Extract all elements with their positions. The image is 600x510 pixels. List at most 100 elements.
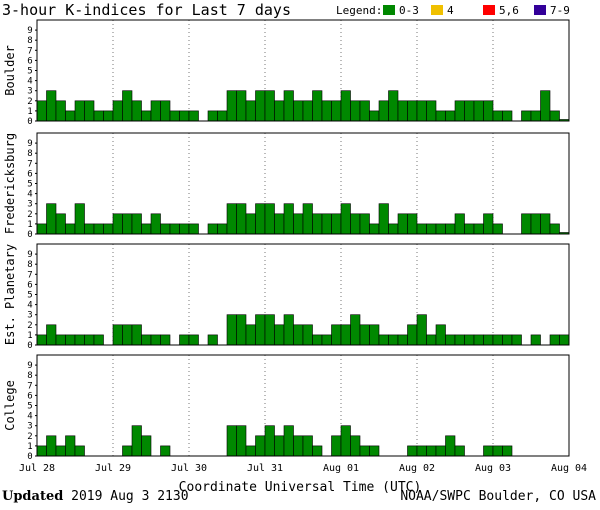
bar [435, 324, 446, 346]
y-tick-label: 9 [27, 26, 32, 36]
y-tick-label: 0 [27, 341, 32, 351]
bar [483, 334, 494, 346]
bar [55, 100, 66, 122]
y-tick-label: 7 [27, 381, 32, 391]
bar [293, 100, 304, 122]
y-tick-label: 5 [27, 180, 32, 190]
bar [65, 334, 76, 346]
bar [264, 203, 275, 235]
bar [150, 100, 161, 122]
bar [416, 223, 427, 235]
bar [407, 213, 418, 235]
bar [293, 435, 304, 457]
bar [141, 334, 152, 346]
y-tick-label: 5 [27, 291, 32, 301]
bar [302, 324, 313, 346]
bar [502, 445, 513, 457]
bar [454, 445, 465, 457]
bar [359, 445, 370, 457]
panel-frame [36, 243, 570, 346]
bar [359, 100, 370, 122]
y-tick-label: 8 [27, 149, 32, 159]
legend: Legend: 0-3 4 5,6 7-9 [336, 4, 570, 17]
bar [93, 223, 104, 235]
panel-frame [36, 132, 570, 235]
bar [264, 90, 275, 122]
bar [407, 445, 418, 457]
bar [426, 445, 437, 457]
bar [492, 223, 503, 235]
y-tick-label: 0 [27, 117, 32, 127]
source-credit: NOAA/SWPC Boulder, CO USA [400, 489, 596, 504]
bar [245, 213, 256, 235]
bar [464, 334, 475, 346]
bar [36, 445, 47, 457]
bar [84, 100, 95, 122]
bar [245, 100, 256, 122]
bar [331, 435, 342, 457]
bar [245, 324, 256, 346]
series-label: Est. Planetary [3, 244, 17, 345]
bar [122, 213, 133, 235]
x-tick-label: Aug 04 [551, 463, 587, 474]
series-label: Boulder [3, 45, 17, 96]
bar [236, 203, 247, 235]
x-tick-label: Aug 02 [399, 463, 435, 474]
bar [369, 110, 380, 122]
bar [274, 100, 285, 122]
bar [131, 324, 142, 346]
chart-title: 3-hour K-indices for Last 7 days [2, 1, 291, 19]
x-tick-label: Aug 03 [475, 463, 511, 474]
bar [540, 90, 551, 122]
bar [445, 435, 456, 457]
legend-item-label: 0-3 [399, 4, 419, 17]
bar [369, 445, 380, 457]
y-tick-label: 3 [27, 200, 32, 210]
bar [416, 314, 427, 346]
bar [388, 223, 399, 235]
bar [388, 90, 399, 122]
bar [188, 223, 199, 235]
bar [283, 425, 294, 457]
bar [74, 203, 85, 235]
bar [264, 314, 275, 346]
y-tick-label: 1 [27, 107, 32, 117]
bar [312, 334, 323, 346]
legend-swatch-2 [431, 5, 443, 15]
bar [122, 324, 133, 346]
x-tick-label: Jul 30 [171, 463, 207, 474]
y-tick-label: 7 [27, 46, 32, 56]
panels: 0123456789Boulder0123456789Fredericksbur… [3, 19, 570, 462]
legend-label: Legend: [336, 4, 382, 17]
bar [369, 324, 380, 346]
bar [274, 324, 285, 346]
y-tick-label: 2 [27, 210, 32, 220]
bar [188, 110, 199, 122]
bar [141, 223, 152, 235]
bar [255, 314, 266, 346]
bar [93, 110, 104, 122]
bar [530, 110, 541, 122]
y-tick-label: 4 [27, 301, 32, 311]
bar [84, 334, 95, 346]
bar [65, 110, 76, 122]
bar [340, 425, 351, 457]
bar [141, 435, 152, 457]
bar [331, 213, 342, 235]
y-tick-label: 4 [27, 77, 32, 87]
bar [350, 435, 361, 457]
x-axis-label: Coordinate Universal Time (UTC) [179, 480, 422, 495]
y-tick-label: 3 [27, 422, 32, 432]
bar [340, 90, 351, 122]
bar [236, 425, 247, 457]
y-tick-label: 6 [27, 391, 32, 401]
y-tick-label: 2 [27, 321, 32, 331]
bar [226, 90, 237, 122]
bar [321, 100, 332, 122]
bar [36, 334, 47, 346]
bar [530, 334, 541, 346]
bar [502, 110, 513, 122]
bar [473, 334, 484, 346]
bar [103, 110, 114, 122]
